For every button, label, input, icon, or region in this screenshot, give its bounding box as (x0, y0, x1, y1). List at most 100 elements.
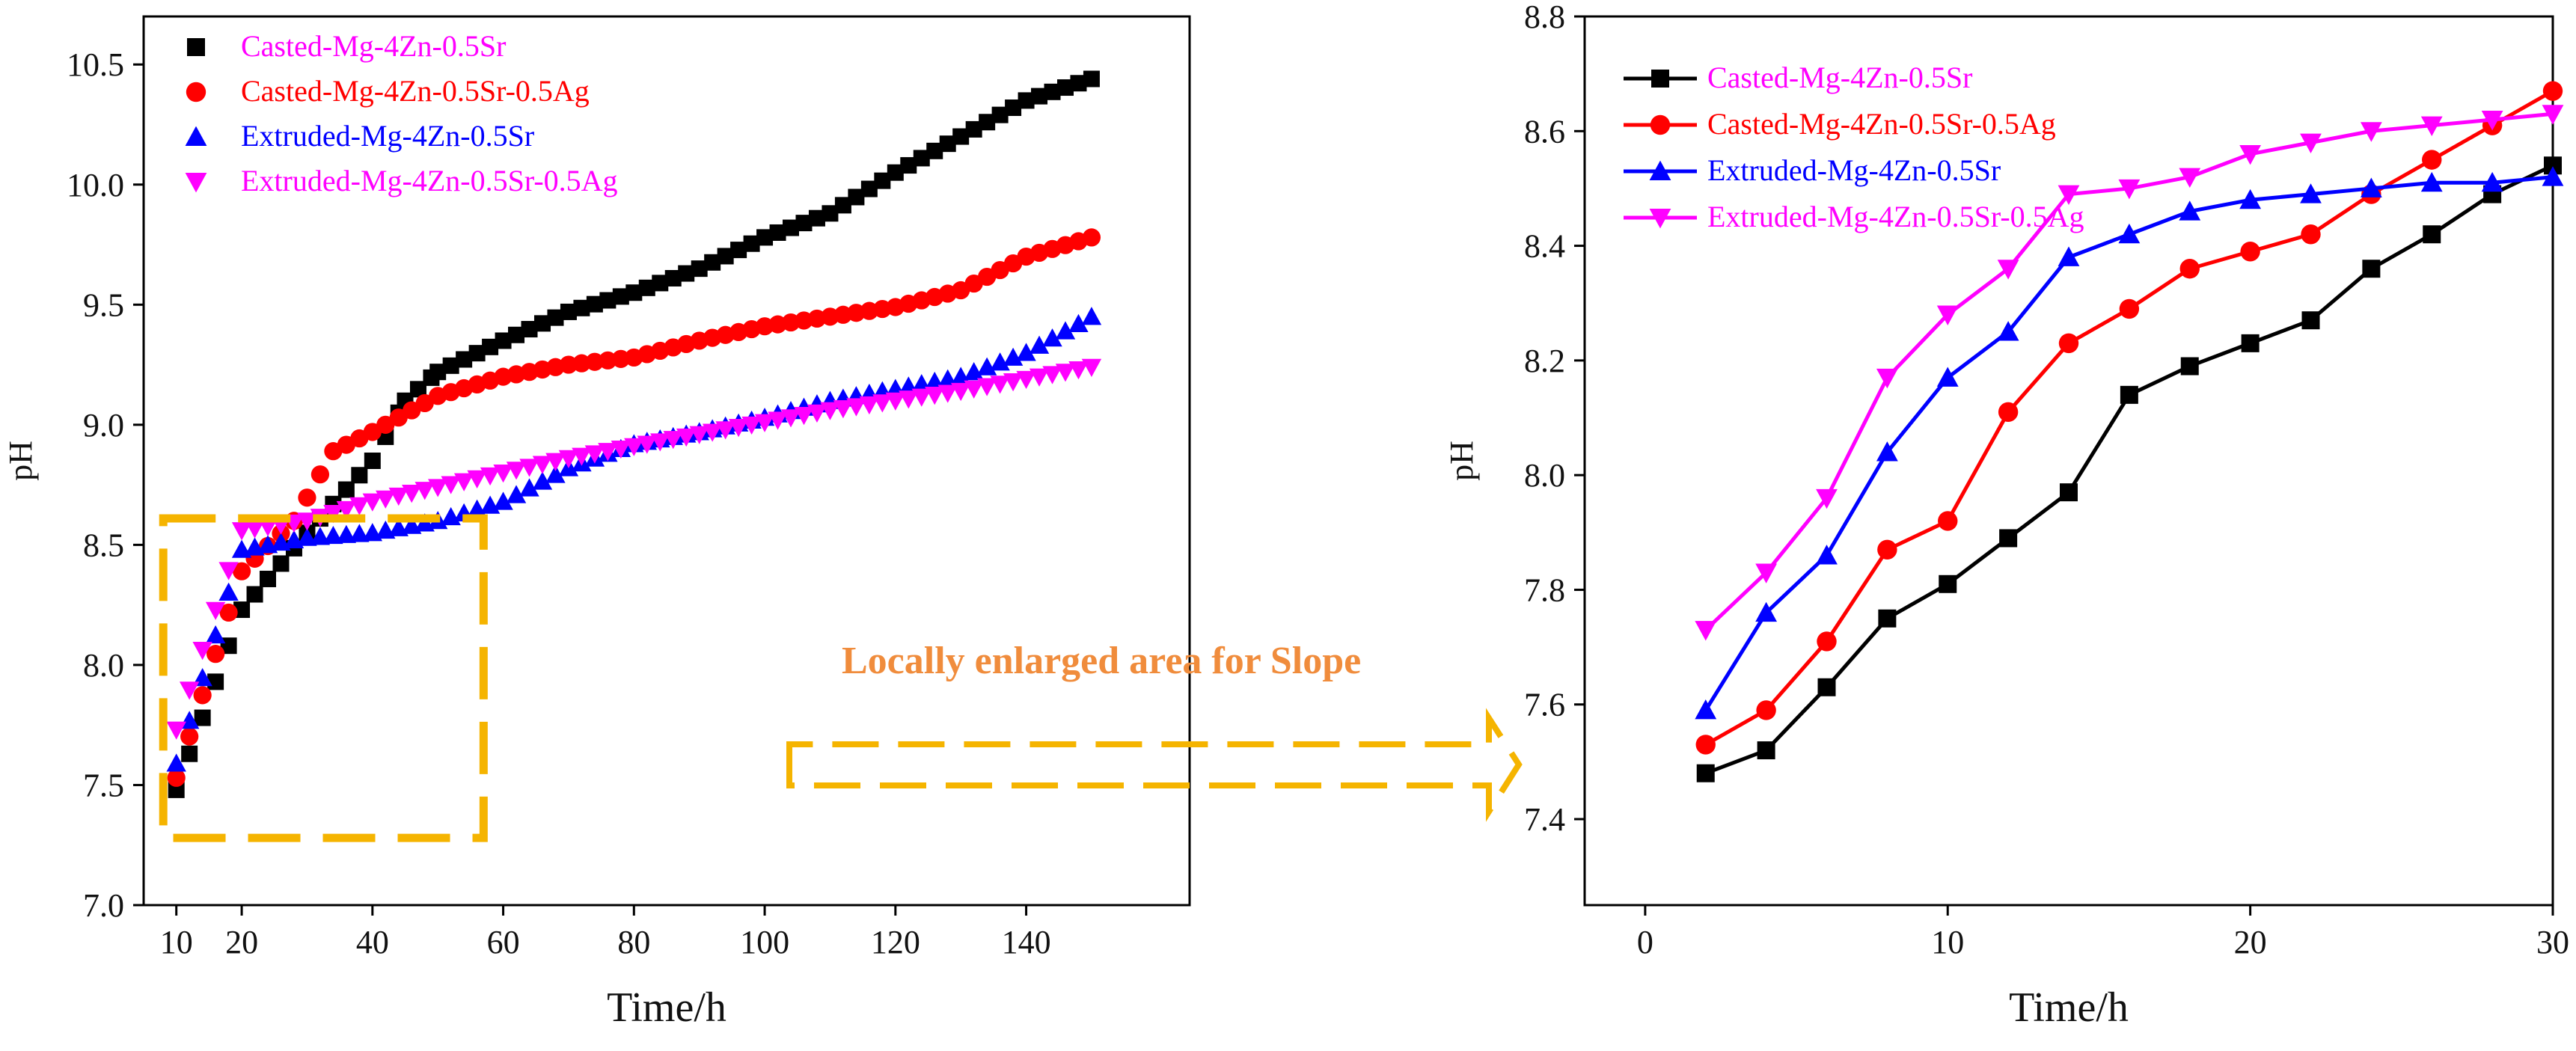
data-point (429, 364, 447, 381)
x-tick-label: 30 (2536, 924, 2569, 960)
data-point (1044, 83, 1061, 100)
data-point (442, 357, 459, 374)
data-point (508, 326, 525, 343)
data-point (585, 352, 604, 371)
data-point (218, 582, 239, 601)
chart-left: 10 20 40 60 80 100 120 140 7.0 7.5 8.0 8.5 9.0 9.5 10.… (2, 15, 1191, 1031)
data-point (848, 189, 865, 206)
x-tick-label: 120 (871, 924, 920, 960)
data-point (652, 275, 669, 292)
data-point (166, 753, 186, 772)
data-point (181, 745, 198, 762)
y-tick-label: 7.4 (1524, 801, 1565, 838)
data-point (768, 411, 788, 430)
data-point (612, 288, 629, 305)
data-point (298, 488, 316, 507)
data-point (990, 376, 1010, 394)
data-point (2118, 179, 2141, 200)
data-point (874, 172, 891, 189)
data-point (1031, 88, 1048, 105)
data-point (1083, 70, 1100, 88)
data-point (402, 485, 422, 503)
data-point (625, 284, 643, 301)
data-point (1997, 321, 2019, 341)
data-point (545, 453, 566, 471)
data-point (351, 467, 368, 484)
data-point (532, 471, 553, 490)
y-axis-label: pH (2, 441, 39, 481)
data-point (519, 459, 539, 477)
data-point (704, 254, 721, 271)
y-tick-label: 8.0 (1524, 457, 1565, 494)
data-point (480, 467, 501, 486)
data-point (2300, 133, 2322, 154)
data-point (887, 164, 904, 181)
legend: Casted-Mg-4Zn-0.5Sr Casted-Mg-4Zn-0.5Sr-0… (1624, 61, 2084, 233)
data-point (166, 721, 186, 740)
x-tick-label: 140 (1002, 924, 1051, 960)
y-tick-label: 8.8 (1524, 0, 1565, 35)
data-point (1755, 563, 1778, 583)
data-point (638, 279, 655, 296)
data-point (925, 387, 945, 405)
data-point (231, 522, 252, 541)
data-point (1876, 441, 1898, 462)
data-point (468, 345, 486, 362)
data-point (1016, 370, 1036, 390)
data-point (532, 456, 553, 474)
legend-label: Extruded-Mg-4Zn-0.5Sr (241, 119, 534, 153)
data-point (2058, 246, 2080, 266)
series-3 (1695, 166, 2564, 720)
legend-marker (1650, 114, 1671, 135)
data-point (2420, 116, 2443, 137)
data-point (964, 380, 984, 399)
data-point (572, 354, 591, 373)
data-point (872, 394, 893, 413)
data-point (1055, 321, 1076, 340)
data-point (1082, 228, 1101, 247)
data-point (193, 686, 212, 705)
legend-label: Casted-Mg-4Zn-0.5Sr-0.5Ag (1707, 107, 2056, 141)
x-tick-label: 0 (1637, 924, 1653, 960)
data-point (1016, 343, 1036, 361)
x-axis-label: Time/h (607, 984, 726, 1031)
x-tick-label: 20 (2234, 924, 2267, 960)
data-point (976, 357, 997, 376)
data-point (257, 518, 278, 537)
data-point (414, 482, 435, 500)
legend-marker (187, 38, 205, 56)
data-point (899, 390, 919, 409)
data-point (741, 416, 762, 435)
data-point (2542, 81, 2563, 101)
data-point (192, 642, 212, 661)
data-point (547, 309, 564, 326)
data-point (599, 351, 617, 370)
data-point (1068, 313, 1089, 332)
legend-label: Extruded-Mg-4Zn-0.5Sr-0.5Ag (1707, 200, 2084, 233)
y-tick-label: 8.4 (1524, 228, 1565, 265)
data-point (2360, 177, 2382, 197)
data-point (206, 645, 225, 664)
data-point (611, 440, 631, 459)
data-point (664, 269, 682, 287)
data-point (2360, 122, 2382, 142)
data-point (2179, 259, 2200, 279)
data-point (521, 321, 538, 338)
data-point (1029, 335, 1050, 354)
data-point (991, 106, 1009, 123)
data-point (730, 242, 747, 259)
y-tick-label: 8.2 (1524, 343, 1565, 379)
overlay: Locally enlarged area for Slope (786, 640, 1523, 822)
data-point (822, 205, 839, 222)
y-tick-label: 10.5 (67, 46, 124, 83)
legend-label: Casted-Mg-4Zn-0.5Sr (241, 29, 506, 63)
data-point (1081, 358, 1102, 377)
data-point (1878, 609, 1897, 628)
data-point (167, 768, 186, 787)
annotation-text: Locally enlarged area for Slope (842, 640, 1361, 682)
data-point (976, 378, 997, 396)
data-point (926, 142, 943, 159)
data-point (1936, 305, 1959, 325)
data-point (1998, 402, 2019, 423)
